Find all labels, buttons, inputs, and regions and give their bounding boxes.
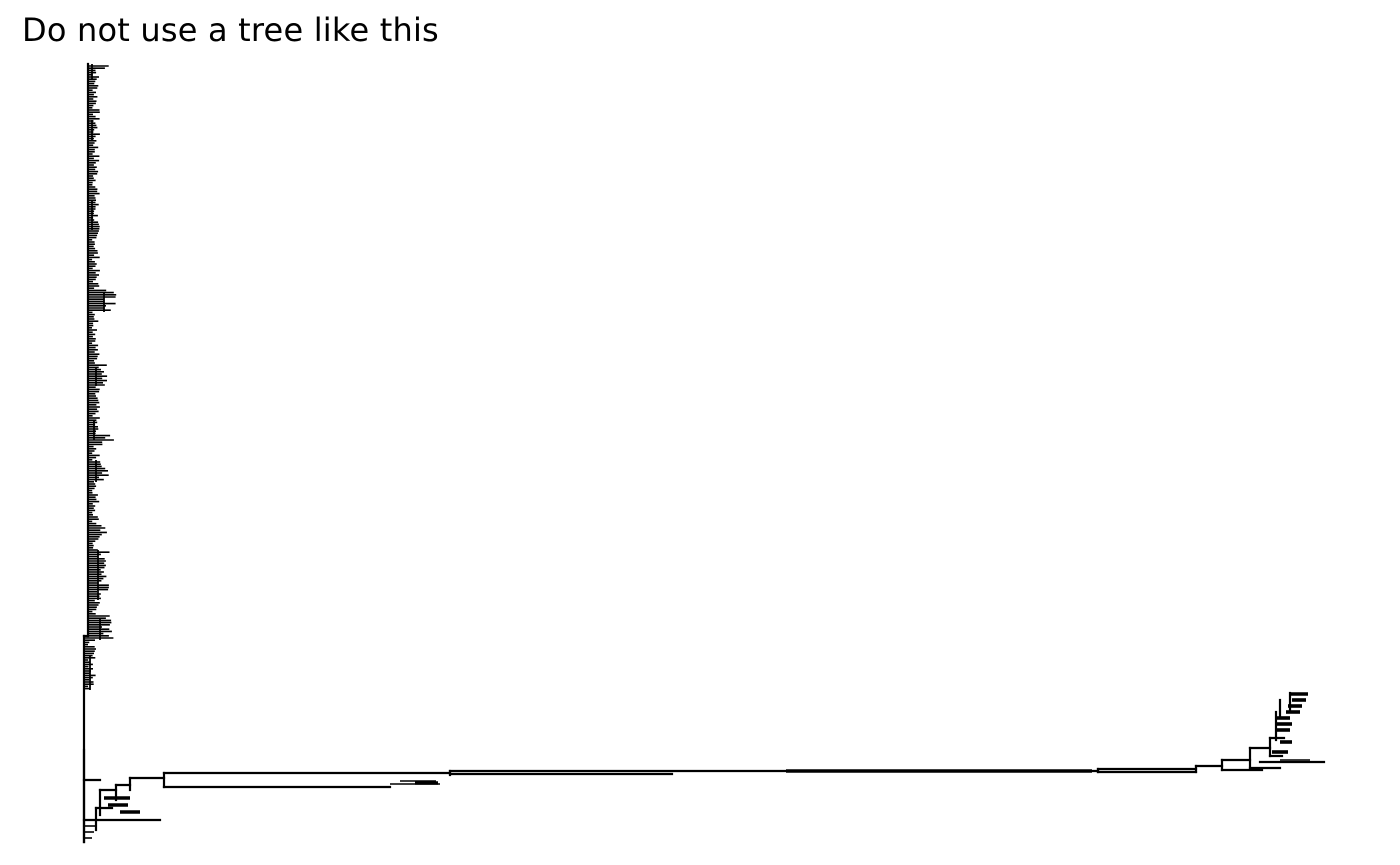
upper-leaf-cluster	[84, 64, 117, 690]
plot-title: Do not use a tree like this	[22, 11, 439, 49]
root-leaf-cluster	[82, 748, 166, 844]
right-clade	[1248, 691, 1326, 770]
long-branch-group	[162, 758, 1264, 789]
